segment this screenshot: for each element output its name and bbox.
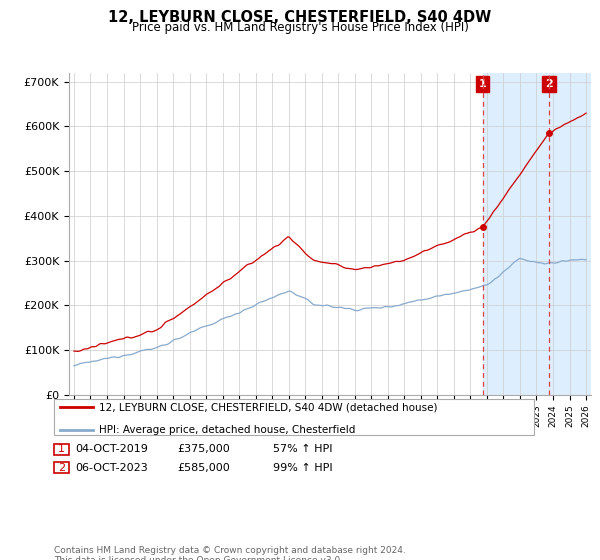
Text: 1: 1 bbox=[58, 444, 65, 454]
Text: 2: 2 bbox=[58, 463, 65, 473]
Text: Contains HM Land Registry data © Crown copyright and database right 2024.
This d: Contains HM Land Registry data © Crown c… bbox=[54, 546, 406, 560]
Text: 57% ↑ HPI: 57% ↑ HPI bbox=[273, 444, 332, 454]
Text: 99% ↑ HPI: 99% ↑ HPI bbox=[273, 463, 332, 473]
Text: 12, LEYBURN CLOSE, CHESTERFIELD, S40 4DW (detached house): 12, LEYBURN CLOSE, CHESTERFIELD, S40 4DW… bbox=[99, 402, 437, 412]
Text: Price paid vs. HM Land Registry's House Price Index (HPI): Price paid vs. HM Land Registry's House … bbox=[131, 21, 469, 34]
Text: HPI: Average price, detached house, Chesterfield: HPI: Average price, detached house, Ches… bbox=[99, 424, 355, 435]
Text: 04-OCT-2019: 04-OCT-2019 bbox=[75, 444, 148, 454]
Bar bbox=[483, 73, 591, 395]
Text: 06-OCT-2023: 06-OCT-2023 bbox=[75, 463, 148, 473]
Text: 12, LEYBURN CLOSE, CHESTERFIELD, S40 4DW: 12, LEYBURN CLOSE, CHESTERFIELD, S40 4DW bbox=[109, 10, 491, 25]
Text: 1: 1 bbox=[479, 79, 487, 89]
Text: £375,000: £375,000 bbox=[177, 444, 230, 454]
Text: 2: 2 bbox=[545, 79, 553, 89]
Text: £585,000: £585,000 bbox=[177, 463, 230, 473]
